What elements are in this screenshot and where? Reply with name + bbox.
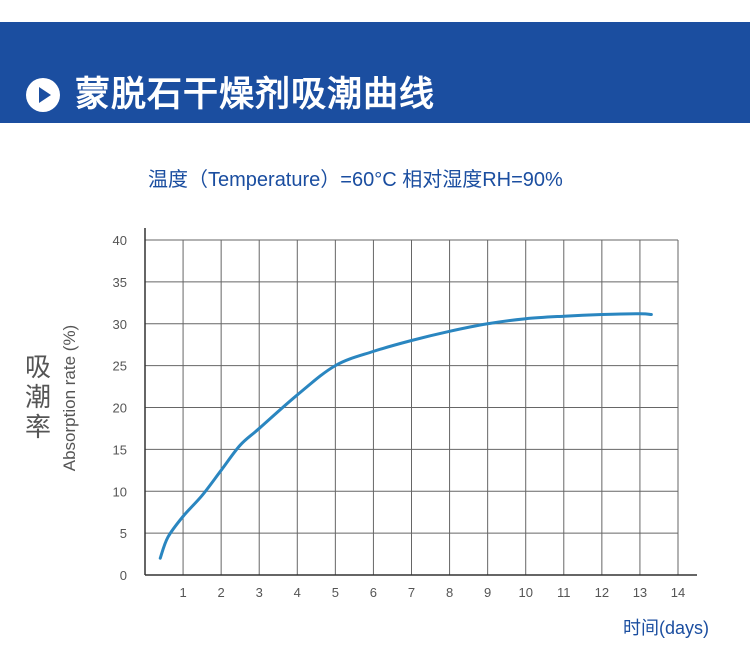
x-tick-label: 12 (595, 585, 609, 600)
series (158, 312, 653, 560)
y-tick-label: 30 (113, 317, 127, 332)
series-line (158, 312, 653, 560)
x-tick-label: 2 (218, 585, 225, 600)
y-axis-label-char: 吸 (24, 352, 51, 382)
page-title: 蒙脱石干燥剂吸潮曲线 (75, 75, 436, 114)
y-tick-label: 5 (120, 526, 127, 541)
y-axis-label-chinese: 吸潮率 (20, 352, 56, 442)
y-tick-label: 15 (113, 442, 127, 457)
x-tick-label: 9 (484, 585, 491, 600)
y-tick-label: 0 (120, 568, 127, 583)
play-triangle-icon (39, 87, 51, 103)
x-tick-label: 13 (633, 585, 647, 600)
header-banner: 蒙脱石干燥剂吸潮曲线 (0, 22, 750, 123)
x-tick-label: 7 (408, 585, 415, 600)
x-axis-label: 时间(days) (623, 618, 710, 638)
y-tick-label: 40 (113, 233, 127, 248)
top-strip (0, 0, 750, 22)
play-circle-icon (26, 78, 60, 112)
chart-subtitle: 温度（Temperature）=60°C 相对湿度RH=90% (148, 169, 563, 191)
x-tick-label: 8 (446, 585, 453, 600)
x-tick-label: 14 (671, 585, 685, 600)
x-tick-label: 10 (518, 585, 532, 600)
y-tick-label: 20 (113, 401, 127, 416)
grid (145, 239, 679, 575)
x-tick-label: 11 (557, 585, 571, 600)
x-tick-label: 6 (370, 585, 377, 600)
x-tick-label: 4 (294, 585, 301, 600)
y-axis-label-char: 潮 (24, 382, 51, 412)
y-axis-label-char: 率 (24, 412, 51, 442)
y-tick-label: 10 (113, 484, 127, 499)
x-tick-label: 3 (256, 585, 263, 600)
x-tick-label: 5 (332, 585, 339, 600)
axes (144, 228, 697, 576)
x-tick-label: 1 (179, 585, 186, 600)
y-tick-label: 35 (113, 275, 127, 290)
y-tick-label: 25 (113, 359, 127, 374)
